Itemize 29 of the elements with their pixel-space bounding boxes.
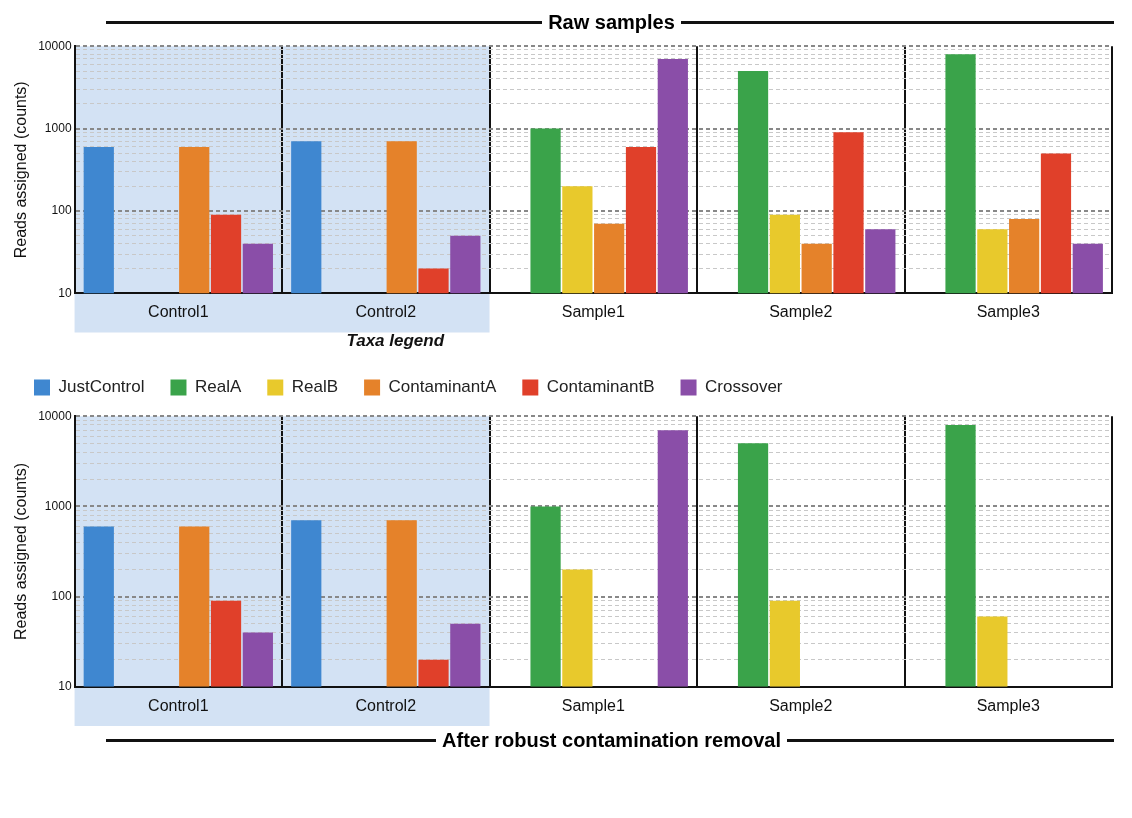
legend-label: RealA [194, 377, 242, 397]
y-tick-label: 1000 [44, 498, 72, 513]
x-tick-label: Sample2 [769, 696, 833, 714]
y-tick-label: 100 [51, 203, 72, 218]
y-axis-title: Reads assigned (counts) [12, 81, 30, 259]
legend-title: Taxa legend [346, 330, 445, 350]
x-tick-label: Sample1 [561, 303, 625, 321]
y-axis-title: Reads assigned (counts) [12, 463, 30, 640]
x-tick-label: Control1 [148, 696, 209, 714]
y-tick-label: 100 [51, 588, 72, 603]
x-tick-label: Sample3 [976, 696, 1040, 714]
x-tick-label: Sample2 [769, 303, 833, 321]
legend-label: ContaminantB [546, 377, 655, 397]
legend-label: ContaminantA [388, 377, 497, 397]
text: After robust contamination removal [442, 728, 781, 752]
legend-label: JustControl [58, 377, 145, 397]
x-tick-label: Control1 [148, 303, 209, 321]
chart-title: Raw samples [548, 10, 675, 34]
x-tick-label: Sample1 [561, 696, 625, 714]
y-tick-label: 10000 [38, 38, 72, 53]
x-tick-label: Control2 [355, 696, 417, 714]
y-tick-label: 10000 [38, 408, 72, 423]
legend-label: RealB [291, 377, 339, 397]
y-tick-label: 1000 [44, 120, 72, 135]
x-tick-label: Control2 [355, 303, 417, 321]
x-tick-label: Sample3 [976, 303, 1040, 321]
y-tick-label: 10 [58, 285, 72, 300]
y-tick-label: 10 [58, 679, 72, 694]
legend-label: Crossover [705, 377, 783, 397]
